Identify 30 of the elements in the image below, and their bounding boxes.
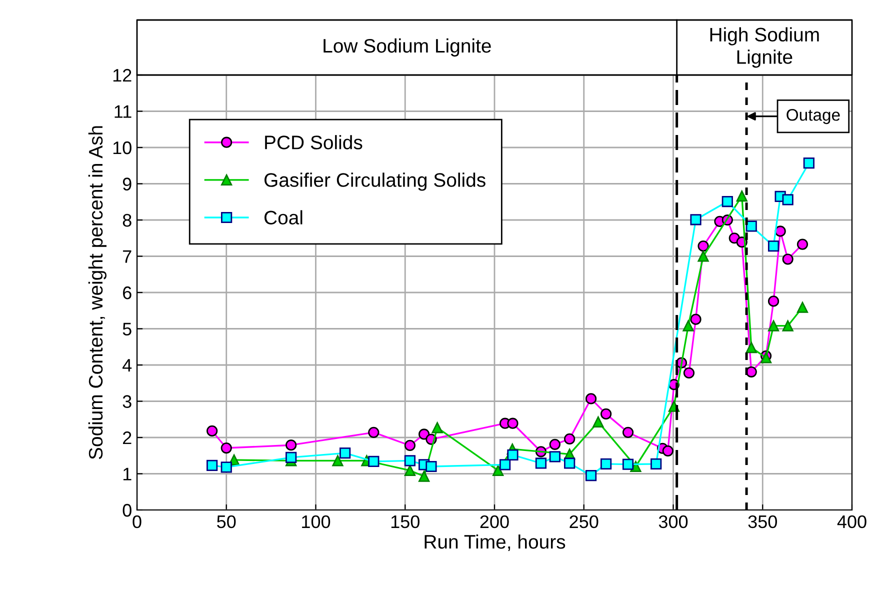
y-tick-label: 9 — [122, 178, 132, 190]
legend-label: PCD Solids — [265, 135, 362, 150]
legend-label: Gasifier Circulating Solids — [264, 172, 486, 191]
x-tick-label: 150 — [391, 515, 420, 528]
x-tick-label: 300 — [658, 515, 688, 528]
y-tick-label: 11 — [114, 105, 132, 118]
y-tick-label: 12 — [113, 68, 132, 82]
x-tick-label: 250 — [570, 515, 598, 528]
x-tick-label: 200 — [480, 515, 509, 528]
y-axis-title: Sodium Content, weight percent in Ash — [88, 126, 106, 460]
x-tick-label: 100 — [302, 515, 330, 528]
y-tick-label: 1 — [123, 468, 132, 480]
y-tick-label: 2 — [123, 431, 132, 444]
x-tick-label: 350 — [748, 515, 777, 528]
y-tick-label: 8 — [122, 214, 132, 227]
y-tick-label: 0 — [122, 504, 132, 517]
y-tick-label: 6 — [123, 286, 132, 300]
y-tick-label: 5 — [122, 322, 132, 336]
ref-line-label: Outage — [786, 108, 840, 124]
y-tick-label: 10 — [113, 141, 132, 154]
y-tick-label: 3 — [122, 395, 132, 408]
x-axis-title: Run Time, hours — [424, 534, 566, 552]
y-tick-label: 4 — [122, 359, 132, 372]
text: High Sodium Lignite — [710, 27, 819, 68]
y-tick-label: 7 — [123, 250, 132, 263]
x-tick-label: 0 — [132, 515, 142, 528]
legend-label: Coal — [264, 210, 302, 224]
x-tick-label: 400 — [837, 515, 866, 528]
text: Low Sodium Lignite — [324, 38, 491, 57]
x-tick-label: 50 — [217, 515, 236, 528]
